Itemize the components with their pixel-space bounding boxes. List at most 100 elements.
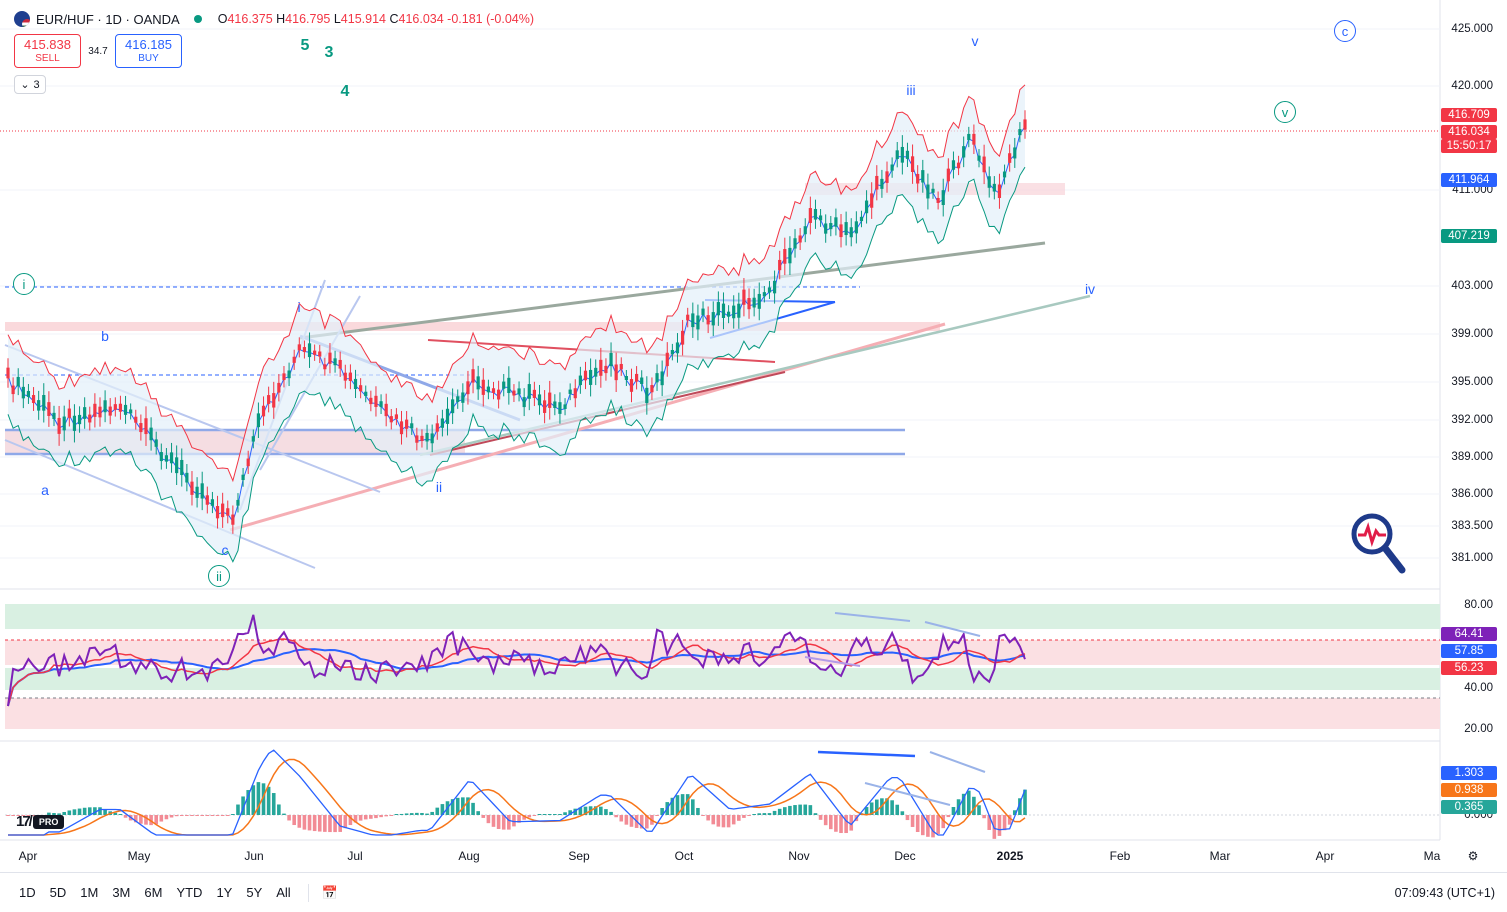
macd-histogram-bar — [966, 790, 971, 815]
candle-body — [451, 399, 455, 414]
chart-canvas[interactable] — [0, 0, 1507, 872]
candle-body — [338, 359, 342, 369]
macd-histogram-bar — [808, 805, 813, 815]
macd-histogram-bar — [353, 815, 358, 823]
candle-body — [1023, 119, 1027, 130]
candle-body — [379, 401, 383, 408]
range-button[interactable]: 5D — [49, 885, 67, 900]
range-button[interactable]: YTD — [176, 885, 203, 900]
market-pulse-magnifier-icon[interactable] — [1350, 512, 1406, 576]
candle-body — [466, 381, 470, 395]
candle-body — [721, 303, 726, 318]
candle-body — [241, 474, 245, 481]
macd-histogram-bar — [553, 814, 557, 815]
candle-body — [261, 405, 266, 417]
tradingview-logo[interactable]: 17/ PRO — [16, 813, 65, 830]
macd-histogram-bar — [527, 815, 532, 818]
candle-body — [134, 416, 138, 423]
macd-histogram-bar — [154, 815, 159, 825]
candle-body — [742, 289, 746, 305]
macd-histogram-bar — [783, 807, 787, 815]
range-button[interactable]: 6M — [144, 885, 163, 900]
macd-histogram-bar — [328, 815, 332, 833]
macd-histogram-bar — [374, 815, 378, 819]
macd-histogram-bar — [190, 815, 194, 816]
candle-body — [399, 421, 404, 435]
macd-histogram-bar — [813, 813, 818, 815]
candle-body — [384, 403, 388, 417]
range-button[interactable]: 1D — [19, 885, 36, 900]
candle-body — [169, 452, 174, 464]
candle-body — [691, 313, 695, 328]
range-button[interactable]: 5Y — [246, 885, 263, 900]
macd-histogram-bar — [1018, 798, 1022, 815]
time-axis-label: Dec — [894, 849, 916, 863]
candle-body — [629, 379, 634, 392]
candle-body — [788, 247, 792, 264]
symbol-title[interactable]: EUR/HUF · 1D · OANDA — [36, 11, 180, 27]
sell-button[interactable]: 415.838 SELL — [14, 34, 81, 68]
candle-body — [205, 495, 209, 505]
candle-body — [323, 364, 327, 370]
candle-body — [190, 481, 194, 495]
candle-body — [369, 397, 373, 405]
divergence-line — [864, 782, 951, 806]
candle-body — [553, 401, 557, 408]
macd-histogram-bar — [987, 815, 992, 830]
rsi-line — [7, 614, 1026, 707]
candle-body — [834, 217, 838, 227]
macd-histogram-bar — [261, 783, 266, 815]
range-button[interactable]: All — [276, 885, 291, 900]
wave-label-circled: ii — [208, 565, 230, 587]
macd-histogram-bar — [583, 806, 588, 815]
candle-body — [410, 423, 414, 429]
countdown-tag: 15:50:17 — [1441, 139, 1497, 153]
range-button[interactable]: 3M — [112, 885, 131, 900]
macd-histogram-bar — [726, 815, 731, 828]
candle-body — [420, 435, 424, 441]
settings-gear-icon[interactable]: ⚙ — [1467, 849, 1479, 863]
candle-body — [297, 344, 301, 351]
macd-histogram-bar — [179, 815, 184, 816]
candle-body — [675, 342, 680, 354]
rsi-ma-blue-tag: 57.85 — [1441, 644, 1497, 658]
candle-body — [226, 508, 230, 516]
candle-body — [374, 395, 378, 407]
macd-histogram-bar — [200, 815, 205, 816]
candle-body — [67, 408, 71, 418]
price-axis-label: 383.500 — [1451, 520, 1493, 532]
macd-histogram-bar — [624, 815, 629, 825]
close-value: 416.034 — [398, 12, 444, 26]
clock[interactable]: 07:09:43 (UTC+1) — [1394, 885, 1495, 900]
time-axis-label: Apr — [1315, 849, 1335, 863]
range-button[interactable]: 1M — [80, 885, 99, 900]
range-button[interactable]: 1Y — [216, 885, 233, 900]
macd-histogram-bar — [87, 807, 92, 815]
macd-histogram-bar — [297, 815, 302, 828]
candle-body — [537, 394, 542, 406]
buy-label: BUY — [138, 52, 159, 64]
date-range-calendar-icon[interactable]: 📅 — [321, 884, 338, 900]
candle-body — [757, 293, 761, 309]
rsi-tag: 64.41 — [1441, 627, 1497, 641]
candle-body — [752, 297, 756, 308]
candle-body — [905, 150, 910, 159]
candle-body — [737, 303, 741, 318]
macd-histogram-bar — [900, 811, 905, 815]
candle-body — [507, 377, 511, 394]
macd-histogram-bar — [701, 815, 705, 816]
macd-histogram-bar — [788, 805, 792, 815]
candle-body — [778, 259, 782, 271]
candle-body — [818, 215, 823, 221]
candle-body — [910, 156, 915, 172]
macd-histogram-bar — [793, 805, 797, 815]
macd-histogram-bar — [828, 815, 833, 830]
macd-histogram-bar — [52, 813, 56, 815]
macd-histogram-bar — [471, 802, 475, 815]
indicators-toggle-button[interactable]: ⌄ 3 — [14, 75, 46, 94]
macd-histogram-bar — [461, 797, 465, 815]
macd-histogram-bar — [256, 782, 261, 815]
candle-body — [185, 472, 189, 483]
buy-button[interactable]: 416.185 BUY — [115, 34, 182, 68]
macd-histogram-bar — [578, 807, 583, 815]
